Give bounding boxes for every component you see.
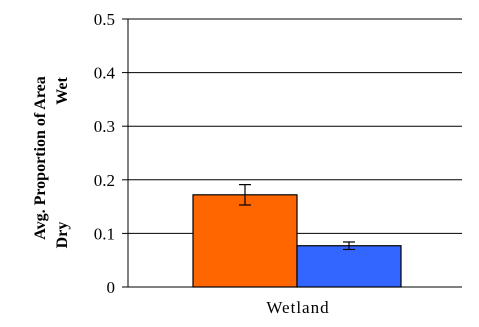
y-tick-label: 0.2 [94,171,115,190]
y-tick-label: 0.4 [94,64,116,83]
bar [296,245,402,288]
y-axis-label-line: Dry [54,222,71,249]
gridlines [128,18,462,234]
y-axis-label: Avg. Proportion of Area Wet Dry [32,76,71,248]
y-tick-label: 0.5 [94,10,115,29]
y-axis: 0 0.1 0.2 0.3 0.4 0.5 [94,10,129,297]
error-bars [239,184,355,251]
x-category-label: Wetland [266,298,329,317]
y-tick-label: 0.3 [94,117,115,136]
bar [192,194,298,288]
y-axis-label-line: Avg. Proportion of Area [32,76,49,240]
y-tick-label: 0 [107,278,116,297]
y-axis-label-line: Wet [54,77,71,105]
y-tick-label: 0.1 [94,224,115,243]
bars [192,194,402,288]
x-axis: Wetland [128,286,462,317]
